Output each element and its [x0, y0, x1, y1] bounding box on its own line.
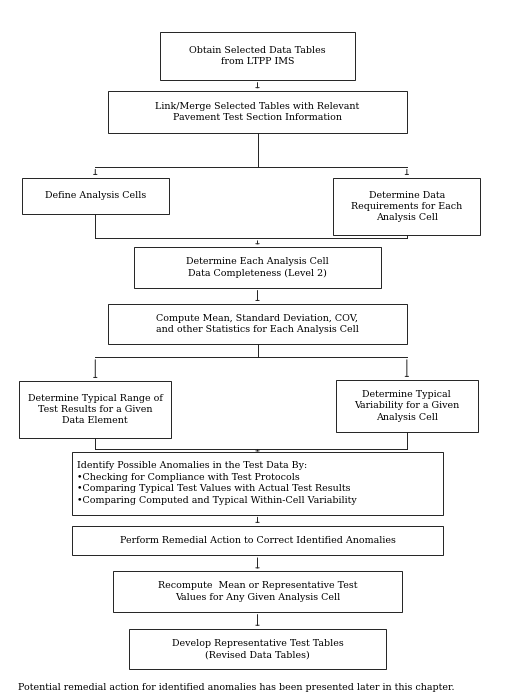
- Text: Determine Typical
Variability for a Given
Analysis Cell: Determine Typical Variability for a Give…: [354, 390, 459, 422]
- Text: Identify Possible Anomalies in the Test Data By:
•Checking for Compliance with T: Identify Possible Anomalies in the Test …: [77, 461, 357, 505]
- FancyBboxPatch shape: [72, 526, 443, 555]
- Text: Obtain Selected Data Tables
from LTPP IMS: Obtain Selected Data Tables from LTPP IM…: [189, 46, 326, 66]
- FancyBboxPatch shape: [129, 629, 386, 669]
- FancyBboxPatch shape: [72, 452, 443, 514]
- Text: Compute Mean, Standard Deviation, COV,
and other Statistics for Each Analysis Ce: Compute Mean, Standard Deviation, COV, a…: [156, 314, 359, 335]
- FancyBboxPatch shape: [134, 247, 381, 288]
- FancyBboxPatch shape: [20, 381, 171, 438]
- Text: Define Analysis Cells: Define Analysis Cells: [45, 192, 146, 200]
- Text: Determine Typical Range of
Test Results for a Given
Data Element: Determine Typical Range of Test Results …: [28, 393, 163, 426]
- FancyBboxPatch shape: [108, 91, 407, 133]
- Text: Determine Each Analysis Cell
Data Completeness (Level 2): Determine Each Analysis Cell Data Comple…: [186, 257, 329, 278]
- FancyBboxPatch shape: [160, 32, 355, 80]
- Text: Potential remedial action for identified anomalies has been presented later in t: Potential remedial action for identified…: [18, 683, 455, 692]
- FancyBboxPatch shape: [336, 379, 478, 432]
- Text: Link/Merge Selected Tables with Relevant
Pavement Test Section Information: Link/Merge Selected Tables with Relevant…: [156, 102, 359, 122]
- Text: Recompute  Mean or Representative Test
Values for Any Given Analysis Cell: Recompute Mean or Representative Test Va…: [158, 581, 357, 602]
- FancyBboxPatch shape: [22, 178, 168, 214]
- Text: Determine Data
Requirements for Each
Analysis Cell: Determine Data Requirements for Each Ana…: [351, 190, 462, 223]
- FancyBboxPatch shape: [334, 178, 480, 235]
- FancyBboxPatch shape: [108, 304, 407, 344]
- Text: Develop Representative Test Tables
(Revised Data Tables): Develop Representative Test Tables (Revi…: [171, 638, 344, 659]
- FancyBboxPatch shape: [113, 571, 402, 612]
- Text: Perform Remedial Action to Correct Identified Anomalies: Perform Remedial Action to Correct Ident…: [119, 536, 396, 545]
